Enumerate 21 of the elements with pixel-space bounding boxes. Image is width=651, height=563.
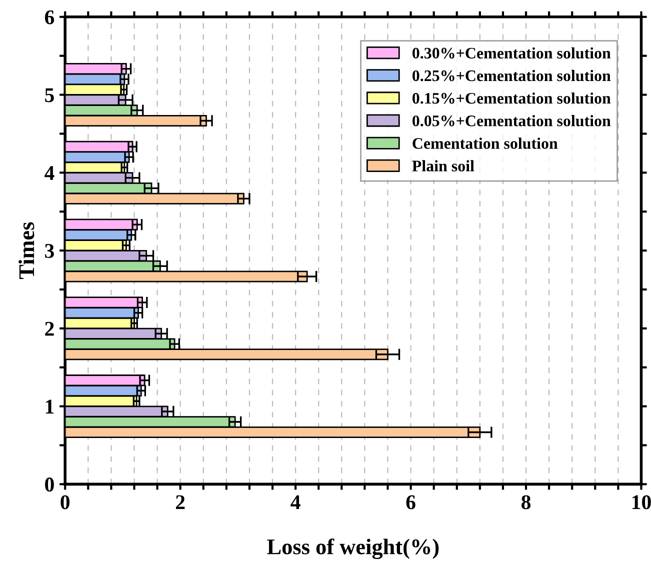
legend-label: 0.05%+Cementation solution [412,115,611,126]
y-tick-label: 0 [45,478,54,492]
x-tick-label: 8 [521,495,531,510]
legend-label: 0.30%+Cementation solution [412,47,611,59]
x-axis-title: Loss of weight(%) [267,538,439,560]
x-tick-label: 0 [60,495,70,510]
x-tick-label: 2 [176,495,185,510]
y-tick-label: 4 [44,166,54,180]
x-tick-label: 4 [290,495,300,510]
x-tick-label: 6 [406,495,416,510]
legend-label: Cementation solution [412,138,558,149]
y-tick-label: 1 [46,400,54,414]
y-axis-title: Times [18,222,34,280]
y-tick-label: 2 [45,322,54,336]
y-tick-label: 3 [45,244,54,258]
legend-label: 0.25%+Cementation solution [412,70,611,82]
legend-label: Plain soil [412,160,474,172]
x-tick-label: 10 [632,495,651,510]
y-tick-label: 5 [45,88,54,102]
y-tick-label: 6 [44,10,54,24]
legend-label: 0.15%+Cementation solution [412,92,611,104]
